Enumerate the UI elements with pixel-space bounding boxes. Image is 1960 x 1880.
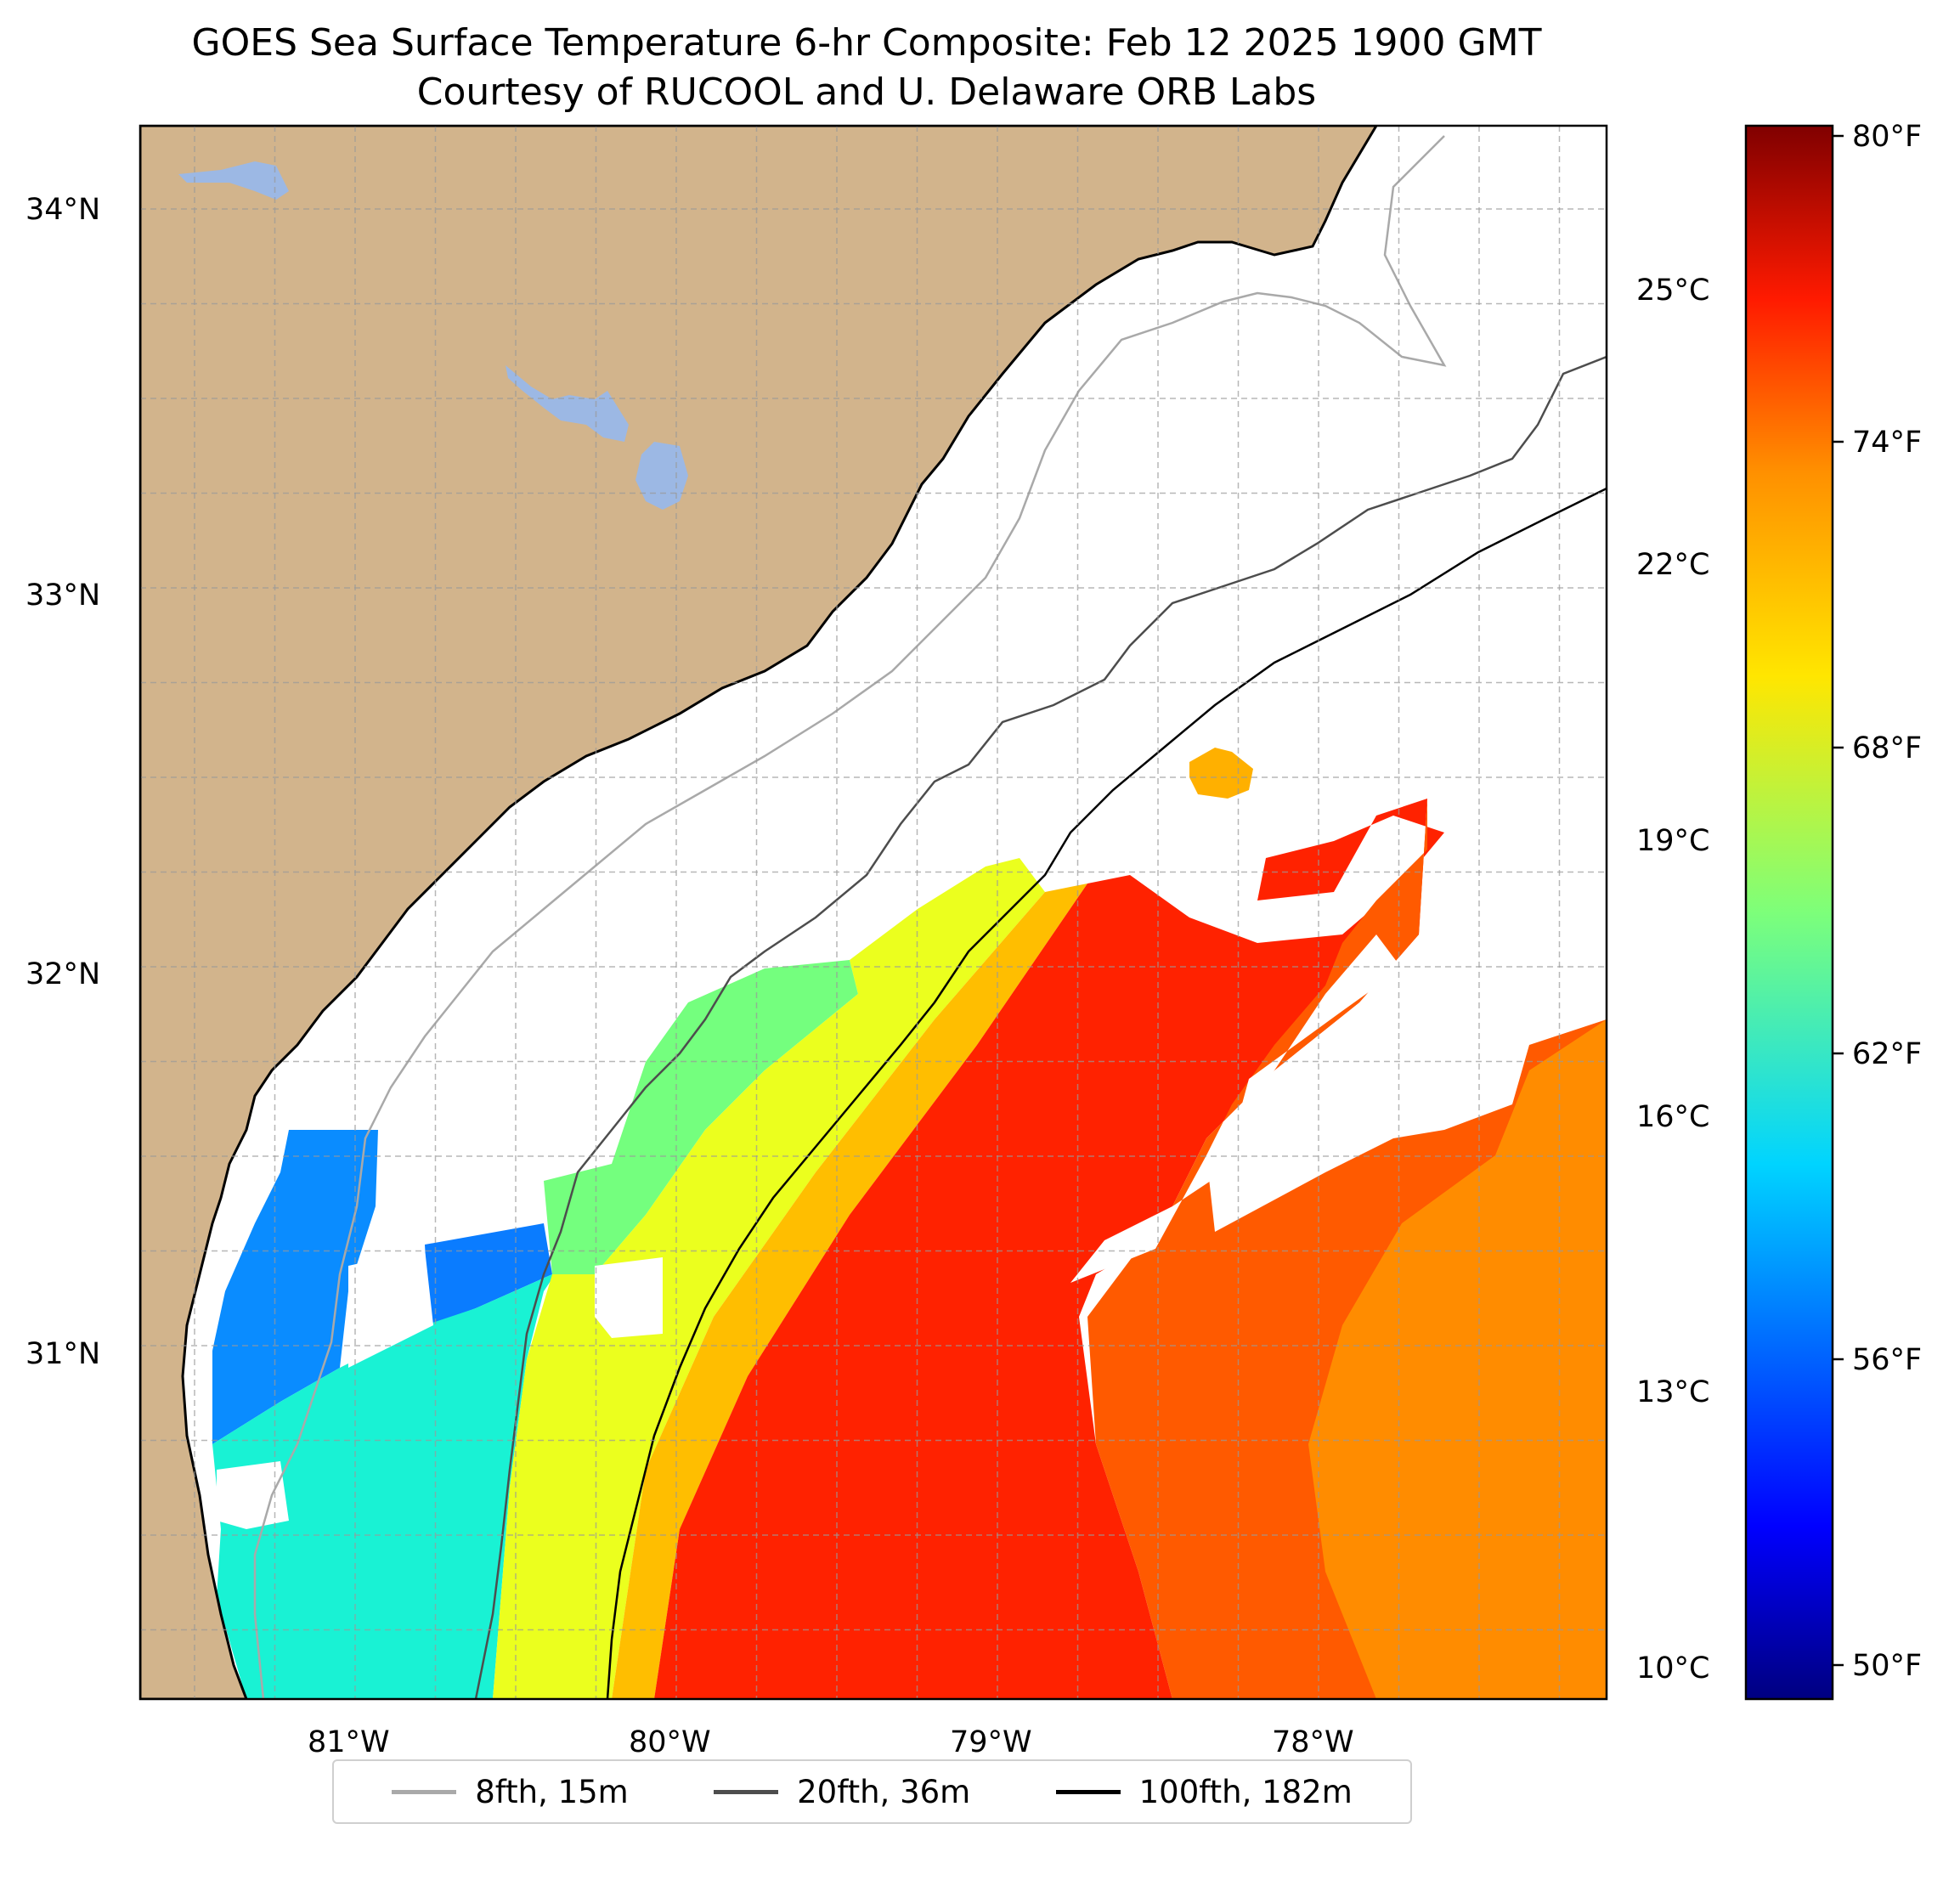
sst-region-nearshore-cold [212, 1130, 378, 1444]
land [140, 126, 1378, 1699]
lon-label-79w: 79°W [950, 1725, 1032, 1759]
cbar-f-68: 68°F [1852, 731, 1922, 765]
legend-label-100fth: 100fth, 182m [1138, 1773, 1353, 1810]
bathymetry-contours [253, 135, 1607, 1699]
cbar-c-13: 13°C [1636, 1375, 1709, 1409]
gridlines [140, 126, 1607, 1699]
legend-swatch-100fth [1055, 1789, 1121, 1794]
colorbar: 25°C 22°C 19°C 16°C 13°C 10°C 80°F 74°F … [1636, 120, 1922, 1701]
cbar-c-25: 25°C [1636, 274, 1709, 308]
land-mainland [140, 126, 1378, 1699]
contour-20fth-36m [474, 355, 1607, 1699]
no-data-gap [1070, 934, 1402, 1283]
plot-frame [138, 124, 1608, 1701]
colorbar-celsius-labels: 25°C 22°C 19°C 16°C 13°C 10°C [1636, 274, 1709, 1685]
cbar-f-80: 80°F [1852, 120, 1922, 154]
sst-region-transition [612, 884, 1087, 1699]
longitude-labels: 81°W 80°W 79°W 78°W [308, 1725, 1354, 1759]
cbar-f-62: 62°F [1852, 1037, 1922, 1071]
sst-region-shelf-green [544, 960, 858, 1274]
cbar-c-19: 19°C [1636, 824, 1709, 858]
lon-label-78w: 78°W [1272, 1725, 1354, 1759]
cbar-c-22: 22°C [1636, 548, 1709, 582]
no-data-gap [217, 1461, 289, 1529]
contour-8fth-15m [253, 135, 1447, 1699]
lat-label-31n: 31°N [25, 1337, 100, 1371]
legend-entry-20fth: 20fth, 36m [714, 1774, 970, 1810]
sst-region-inner-shelf [212, 1215, 595, 1699]
lon-label-81w: 81°W [308, 1725, 390, 1759]
cbar-f-74: 74°F [1852, 426, 1922, 460]
lon-label-80w: 80°W [629, 1725, 711, 1759]
title-line-2: Courtesy of RUCOOL and U. Delaware ORB L… [416, 71, 1317, 114]
cbar-f-56: 56°F [1852, 1343, 1922, 1377]
sst-region-mid-shelf [493, 858, 1045, 1699]
colorbar-fahrenheit-labels: 80°F 74°F 68°F 62°F 56°F 50°F [1833, 120, 1922, 1683]
cbar-c-16: 16°C [1636, 1100, 1709, 1134]
lat-label-34n: 34°N [25, 193, 100, 227]
legend-entry-100fth: 100fth, 182m [1055, 1773, 1353, 1810]
no-data-gap [595, 1257, 663, 1338]
legend-swatch-8fth [392, 1789, 457, 1794]
lat-label-33n: 33°N [25, 579, 100, 613]
sst-field [212, 748, 1607, 1699]
legend-label-8fth: 8fth, 15m [475, 1773, 629, 1810]
cbar-c-10: 10°C [1636, 1651, 1709, 1685]
colorbar-gradient [1744, 124, 1834, 1701]
lake-marion [506, 365, 629, 442]
contour-100fth-182m [606, 487, 1607, 1699]
cbar-f-50: 50°F [1852, 1649, 1922, 1683]
no-data-gap [348, 1249, 433, 1368]
map-title: GOES Sea Surface Temperature 6-hr Compos… [0, 19, 1733, 117]
lake-north [178, 161, 289, 200]
legend-entry-8fth: 8fth, 15m [392, 1774, 629, 1810]
legend-label-20fth: 20fth, 36m [797, 1773, 971, 1810]
sst-region-gulf-stream-core [654, 799, 1444, 1699]
latitude-labels: 34°N 33°N 32°N 31°N [25, 193, 100, 1371]
title-line-1: GOES Sea Surface Temperature 6-hr Compos… [191, 21, 1542, 65]
sst-region-nearshore-cold-2 [425, 1223, 552, 1325]
contour-legend: 8fth, 15m 20fth, 36m 100fth, 182m [332, 1759, 1412, 1824]
sst-region-offshore-south [1308, 1019, 1607, 1699]
legend-swatch-20fth [714, 1789, 779, 1794]
lat-label-32n: 32°N [25, 957, 100, 991]
sst-region-warm-eddy [1189, 748, 1253, 799]
